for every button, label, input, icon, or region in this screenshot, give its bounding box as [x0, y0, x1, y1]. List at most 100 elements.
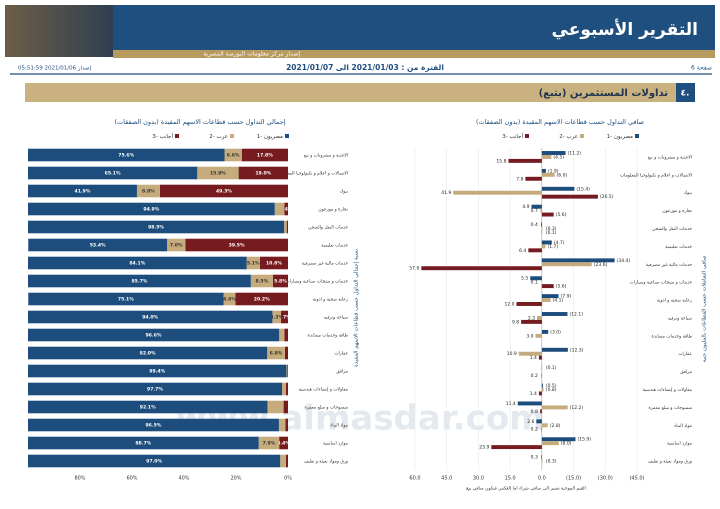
bar-segment: [159, 184, 288, 198]
category-label: مقاولات و إنشاءات هندسية: [643, 388, 692, 393]
bar: [521, 319, 542, 324]
value-label: (1.7): [547, 244, 558, 250]
value-label: 92.0%: [140, 351, 156, 357]
value-label: 4.6%: [223, 297, 236, 303]
bar: [530, 276, 542, 281]
x-tick-label: 40%: [178, 476, 189, 482]
category-label: خدمات مالية غير مصرفية: [302, 262, 348, 267]
category-label: موارد اساسية: [667, 442, 692, 447]
value-label: 6.8%: [270, 351, 283, 357]
value-label: 1.4%: [280, 207, 293, 213]
bar: [541, 312, 568, 316]
legend-label: أجانب -3: [152, 132, 173, 140]
bar-segment: [28, 238, 168, 252]
value-label: (15.9): [577, 437, 591, 443]
category-label: خدمات مالية غير مصرفية: [646, 263, 692, 268]
value-label: 8.5%: [255, 279, 268, 285]
bar: [541, 423, 548, 428]
bar-segment: [28, 364, 287, 378]
x-tick-label: 45.0: [441, 476, 452, 482]
category-label: مواد البناء: [674, 424, 692, 429]
bar: [541, 262, 592, 267]
value-label: 11.4: [506, 401, 516, 407]
value-label: 85.7%: [131, 279, 147, 285]
value-label: (4.5): [553, 154, 564, 160]
category-label: منسوجات و سلع معمرة: [648, 406, 692, 411]
category-label: مرافق: [680, 370, 692, 375]
value-label: 39.5%: [229, 243, 245, 249]
value-label: 53.4%: [90, 243, 106, 249]
category-label: تجارة و موزعون: [318, 208, 348, 213]
value-label: 96.5%: [145, 423, 161, 429]
bar-segment: [28, 274, 251, 288]
value-label: 0.2: [531, 373, 538, 379]
bar: [541, 226, 543, 231]
value-label: 3.0: [526, 333, 533, 339]
value-label: 94.0%: [142, 315, 158, 321]
category-label: ورق ومواد تعبئة و تغليف: [648, 460, 692, 465]
bar-segment: [28, 310, 273, 324]
bar-segment: [28, 346, 268, 360]
value-label: (7.9): [561, 294, 572, 300]
bar-segment: [28, 436, 259, 450]
y-axis-title: نسبة إجمالي التداول حسب قطاعات الاسهم ال…: [354, 248, 360, 367]
x-tick-label: 15.0: [505, 476, 516, 482]
bar: [541, 240, 552, 245]
legend-swatch: [285, 134, 289, 138]
chart-title: صافي التداول حسب قطاعات الاسهم المقيدة (…: [476, 118, 645, 126]
bar: [541, 151, 566, 155]
bar: [516, 302, 542, 306]
bar-segment: [185, 238, 288, 252]
bar: [541, 212, 554, 217]
value-label: 0.8: [531, 409, 538, 415]
value-label: 2.6: [527, 419, 534, 425]
value-label: 7.8: [516, 176, 523, 182]
bar: [541, 383, 543, 388]
bar: [453, 190, 542, 195]
bar-segment: [28, 292, 224, 306]
value-label: (12.3): [570, 347, 584, 353]
value-label: 10.8%: [266, 261, 282, 267]
bar-segment: [284, 220, 287, 234]
value-label: (0.1): [546, 230, 557, 236]
period: الفترة من : 2021/01/03 الى 2021/01/07: [286, 63, 444, 72]
value-label: (5.6): [556, 284, 567, 290]
bar-segment: [267, 346, 285, 360]
category-label: ورق ومواد تعبئة و تغليف: [304, 460, 348, 465]
value-label: 3.4%: [277, 441, 290, 447]
value-label: (26.5): [600, 194, 614, 200]
header-photo: [5, 5, 113, 57]
category-label: سياحة وترفيه: [668, 316, 693, 321]
section-number: ٤.: [681, 89, 690, 99]
value-label: 98.5%: [148, 225, 164, 231]
x-tick-label: 30.0: [473, 476, 484, 482]
value-label: 9.8: [512, 319, 519, 325]
bar-segment: [28, 328, 280, 342]
bar: [525, 176, 542, 181]
bar: [541, 459, 543, 464]
bar-segment: [224, 148, 242, 162]
value-label: 6.6%: [227, 153, 240, 159]
value-label: (0.5): [546, 383, 557, 389]
value-label: (12.1): [569, 312, 583, 318]
value-label: 0.3: [531, 455, 538, 461]
bar: [421, 266, 542, 271]
value-label: 99.4%: [149, 369, 165, 375]
bar-segment: [28, 400, 268, 414]
bar-segment: [246, 256, 260, 270]
value-label: 15.8: [496, 158, 506, 164]
value-label: 7.9%: [263, 441, 276, 447]
bar: [541, 222, 542, 227]
bar-segment: [284, 328, 288, 342]
value-label: 49.3%: [216, 189, 232, 195]
bar-segment: [280, 310, 288, 324]
bar: [517, 401, 542, 406]
bar: [518, 351, 542, 356]
x-tick-label: 80%: [74, 476, 85, 482]
bar: [535, 333, 542, 338]
bar-segment: [259, 256, 288, 270]
legend-swatch: [230, 134, 234, 138]
category-label: تجارة و موزعون: [662, 209, 692, 214]
value-label: 6.4: [519, 248, 526, 254]
